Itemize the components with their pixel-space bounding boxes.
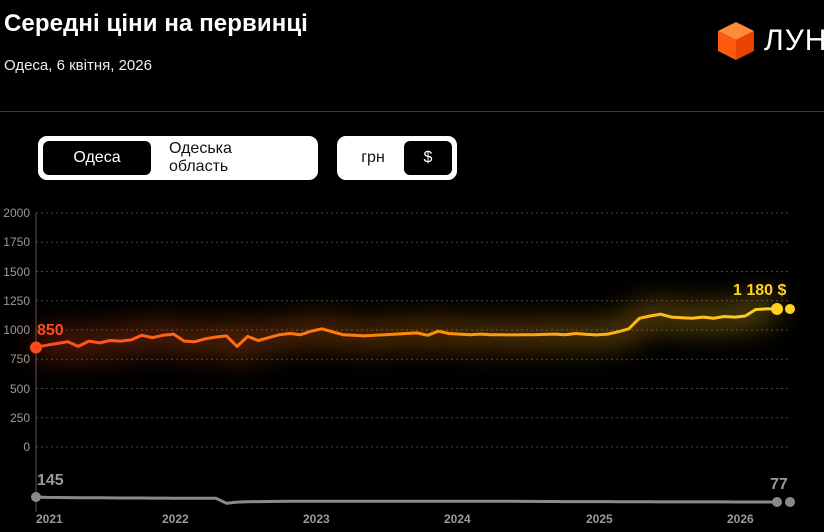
main-end-point-2[interactable] bbox=[785, 303, 795, 314]
tab-odesa-oblast[interactable]: Одеська область bbox=[169, 140, 232, 175]
secondary-end-point[interactable] bbox=[772, 497, 782, 507]
y-tick-label: 750 bbox=[9, 352, 30, 367]
main-series-line[interactable] bbox=[35, 307, 777, 350]
y-tick-label: 1500 bbox=[3, 264, 30, 279]
page-subtitle: Одеса, 6 квітня, 2026 bbox=[4, 57, 152, 74]
y-tick-label: 0 bbox=[23, 440, 30, 454]
main-start-label: 850 bbox=[37, 322, 64, 339]
main-end-point[interactable] bbox=[771, 302, 783, 315]
currency-toggle: грн $ bbox=[337, 136, 457, 180]
main-start-point[interactable] bbox=[30, 341, 42, 354]
secondary-series-line[interactable] bbox=[35, 495, 777, 505]
logo-text: ЛУН bbox=[764, 24, 824, 57]
secondary-end-label: 77 bbox=[770, 476, 788, 493]
tab-usd[interactable]: $ bbox=[404, 141, 452, 175]
x-tick-label: 2021 bbox=[36, 512, 63, 526]
tab-uah[interactable]: грн bbox=[361, 149, 385, 166]
y-tick-label: 500 bbox=[9, 381, 30, 396]
x-tick-label: 2022 bbox=[162, 512, 189, 526]
page-title: Середні ціни на первинці bbox=[4, 10, 308, 37]
x-tick-label: 2026 bbox=[727, 512, 754, 526]
x-tick-label: 2024 bbox=[444, 512, 471, 526]
x-tick-label: 2025 bbox=[586, 512, 613, 526]
secondary-end-point-2[interactable] bbox=[785, 497, 795, 507]
y-tick-label: 1250 bbox=[3, 293, 30, 308]
y-tick-label: 1750 bbox=[3, 235, 30, 250]
main-end-label: 1 180 $ bbox=[733, 282, 787, 299]
y-tick-label: 2000 bbox=[3, 206, 30, 220]
x-tick-label: 2023 bbox=[303, 512, 330, 526]
tab-odesa[interactable]: Одеса bbox=[43, 141, 151, 175]
header-divider bbox=[0, 111, 824, 112]
secondary-start-point[interactable] bbox=[31, 492, 41, 502]
y-tick-label: 1000 bbox=[3, 323, 30, 337]
cube-logo-icon bbox=[718, 22, 754, 60]
secondary-start-label: 145 bbox=[37, 472, 64, 489]
y-tick-label: 250 bbox=[9, 410, 30, 425]
location-toggle: Одеса Одеська область bbox=[38, 136, 318, 180]
logo[interactable]: ЛУН bbox=[716, 20, 824, 62]
